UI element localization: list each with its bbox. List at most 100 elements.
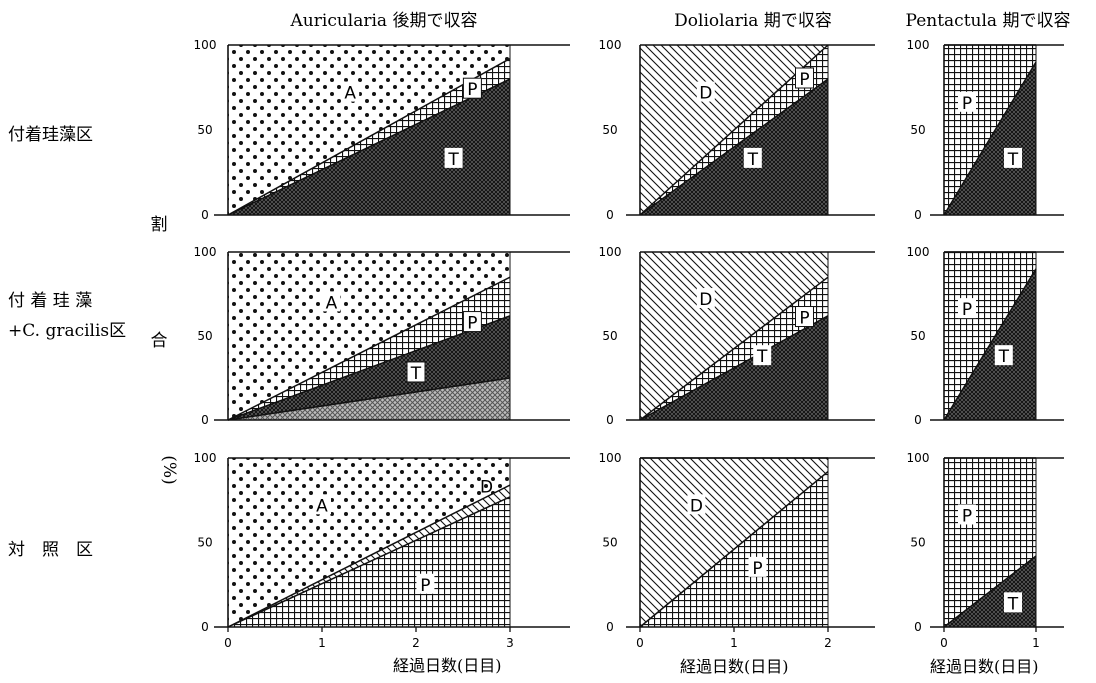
x-tick-3: 3 — [506, 636, 514, 650]
y-tick-100: 100 — [599, 451, 622, 465]
x-tick-1: 1 — [1032, 636, 1040, 650]
region-label-T: T — [447, 150, 459, 170]
y-tick-50: 50 — [602, 329, 617, 343]
boundary-line-0 — [639, 78, 829, 216]
panel-r0-c0: 0 50 100 T P A — [194, 38, 570, 222]
xlabel-col-3: 経過日数(日目) — [930, 657, 1039, 676]
region-label-D: D — [480, 478, 493, 498]
region-label-D: D — [699, 84, 712, 104]
boundary-line-1 — [227, 315, 511, 421]
band-P-r2-c2 — [944, 458, 1036, 627]
region-label-P: P — [467, 80, 477, 100]
region-label-T: T — [1007, 594, 1019, 614]
ylabel-char-1: 割 — [151, 215, 168, 235]
region-label-box-P — [462, 77, 482, 99]
region-label-P: P — [799, 70, 809, 90]
y-tick-0: 0 — [201, 620, 209, 634]
boundary-line-0 — [227, 78, 511, 216]
region-label-box-T — [743, 147, 762, 168]
region-label-A: A — [316, 496, 328, 516]
band-A-r1-c0 — [228, 252, 510, 420]
panel-r2-c1: 0 50 100 0 1 2 P D — [599, 451, 875, 650]
row-label-diatom-gracilis-line1: 付 着 珪 藻 — [8, 291, 92, 311]
region-label-D: D — [690, 496, 703, 516]
region-label-box-T — [1004, 592, 1022, 613]
y-tick-50: 50 — [197, 329, 212, 343]
boundary-line-0 — [227, 377, 511, 421]
xlabel-col-2: 経過日数(日目) — [680, 657, 789, 676]
panel-r1-c1: 0 50 100 T P D — [599, 245, 875, 427]
y-tick-100: 100 — [907, 245, 930, 259]
region-label-box-P — [795, 306, 814, 328]
row-label-control: 対 照 区 — [8, 540, 93, 560]
y-tick-100: 100 — [599, 245, 622, 259]
boundary-line-2 — [227, 276, 511, 421]
region-label-P: P — [962, 94, 972, 114]
y-tick-0: 0 — [606, 413, 614, 427]
ylabel-char-3: (%) — [159, 455, 179, 484]
x-tick-2: 2 — [412, 636, 420, 650]
y-tick-100: 100 — [194, 451, 217, 465]
band-A-r0-c0 — [228, 45, 510, 215]
band-A-r2-c0 — [228, 458, 510, 627]
region-label-box-T — [1004, 147, 1022, 168]
column-title-auricularia: Auricularia 後期で収容 — [290, 11, 478, 31]
column-title-pentactula: Pentactula 期で収容 — [906, 11, 1071, 31]
panel-r1-c0: 0 50 100 T P A — [194, 245, 570, 427]
region-label-box-P — [462, 311, 482, 333]
region-label-box-A — [313, 494, 331, 515]
y-tick-0: 0 — [914, 208, 922, 222]
panel-r0-c1: 0 50 100 T P D — [599, 38, 875, 222]
region-label-P: P — [467, 314, 477, 334]
x-tick-0: 0 — [940, 636, 948, 650]
y-tick-50: 50 — [910, 123, 925, 137]
y-tick-50: 50 — [197, 536, 212, 550]
y-tick-0: 0 — [606, 620, 614, 634]
row-label-diatom: 付着珪藻区 — [8, 125, 93, 145]
panel-r2-c0: 0 50 100 0 1 2 3 P D A — [194, 451, 570, 650]
region-label-box-T — [444, 147, 463, 168]
row-label-diatom-gracilis-line2: +C. gracilis区 — [8, 321, 126, 341]
y-tick-100: 100 — [194, 245, 217, 259]
region-label-P: P — [420, 576, 430, 596]
region-label-box-D — [687, 494, 706, 515]
y-tick-50: 50 — [602, 536, 617, 550]
ylabel-char-2: 合 — [151, 331, 168, 351]
region-label-box-P — [958, 504, 976, 525]
x-tick-0: 0 — [636, 636, 644, 650]
region-label-box-P — [416, 573, 435, 594]
region-label-box-A — [341, 81, 360, 102]
y-tick-50: 50 — [197, 123, 212, 137]
region-label-T: T — [410, 364, 422, 384]
region-label-box-P — [958, 298, 976, 319]
boundary-line-0 — [943, 555, 1037, 628]
region-label-P: P — [962, 506, 972, 526]
y-tick-0: 0 — [914, 620, 922, 634]
chart-panels: 050100TPA050100TPD050100TP050100TPA05010… — [194, 38, 1064, 650]
region-label-box-T — [406, 361, 426, 383]
band-P-r0-c2 — [944, 45, 1036, 215]
panel-r2-c2: 0 50 100 0 1 T P — [907, 451, 1064, 650]
boundary-line-0 — [943, 61, 1037, 216]
x-tick-0: 0 — [224, 636, 232, 650]
y-tick-50: 50 — [910, 536, 925, 550]
y-tick-100: 100 — [599, 38, 622, 52]
y-tick-50: 50 — [602, 123, 617, 137]
boundary-line-0 — [639, 470, 829, 628]
region-label-A: A — [326, 293, 338, 313]
panel-r1-c2: 0 50 100 T P — [907, 245, 1064, 427]
y-tick-50: 50 — [910, 329, 925, 343]
band-P-r1-c2 — [944, 252, 1036, 420]
x-tick-2: 2 — [824, 636, 832, 650]
region-label-box-D — [696, 288, 715, 309]
y-tick-100: 100 — [194, 38, 217, 52]
region-label-box-T — [994, 345, 1013, 366]
region-label-A: A — [344, 84, 356, 104]
region-label-box-P — [795, 67, 814, 89]
x-tick-1: 1 — [730, 636, 738, 650]
region-label-P: P — [962, 300, 972, 320]
boundary-line-1 — [639, 276, 829, 421]
x-tick-1: 1 — [318, 636, 326, 650]
y-tick-0: 0 — [201, 413, 209, 427]
region-label-T: T — [1007, 150, 1019, 170]
